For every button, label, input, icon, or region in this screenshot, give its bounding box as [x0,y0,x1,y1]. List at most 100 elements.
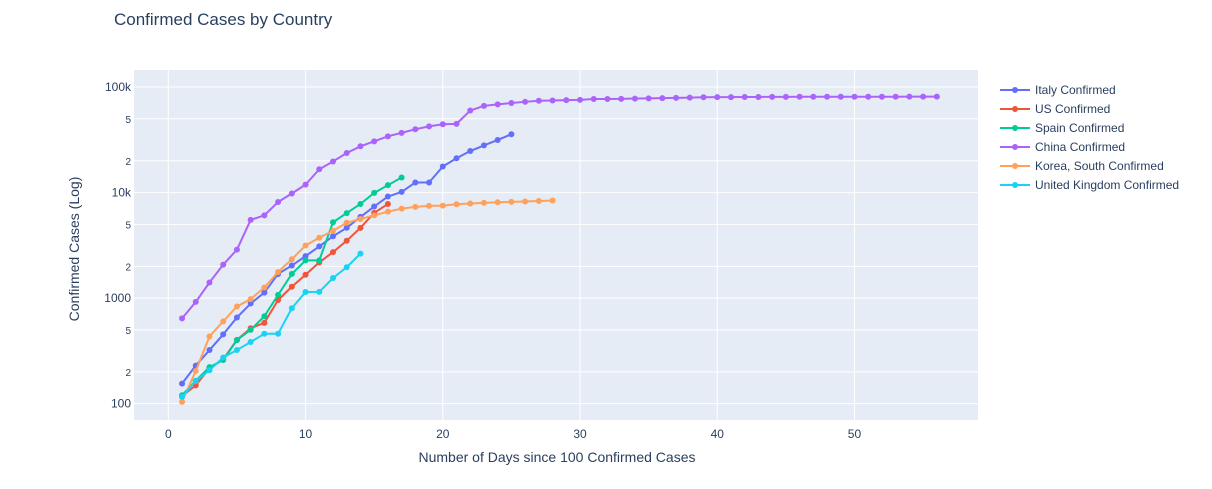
data-point [631,95,638,102]
data-point [220,261,227,268]
data-point [261,330,268,337]
data-point [755,93,762,100]
data-point [453,155,460,162]
y-minor-tick-label: 5 [125,220,131,231]
series-3 [179,93,940,322]
data-point [302,271,309,278]
data-point [494,101,501,108]
data-point [549,97,556,104]
data-point [439,121,446,128]
data-point [439,163,446,170]
data-point [302,288,309,295]
legend-marker [1012,182,1018,188]
data-point [577,96,584,103]
data-point [645,95,652,102]
data-point [590,96,597,103]
data-point [439,202,446,209]
data-point [371,203,378,210]
legend-marker [1012,144,1018,150]
data-point [700,94,707,101]
data-point [316,288,323,295]
data-point [494,199,501,206]
data-point [233,337,240,344]
data-point [782,93,789,100]
legend-item[interactable]: Italy Confirmed [1000,83,1116,97]
data-point [741,94,748,101]
data-point [329,249,336,256]
data-point [329,219,336,226]
data-point [302,181,309,188]
data-point [604,95,611,102]
data-point [288,190,295,197]
data-point [535,198,542,205]
legend-item[interactable]: Korea, South Confirmed [1000,159,1164,173]
y-minor-tick-label: 2 [125,157,131,168]
series-layer [179,93,940,405]
legend-marker [1012,87,1018,93]
data-point [673,94,680,101]
data-point [494,136,501,143]
data-point [371,212,378,219]
legend-item[interactable]: Spain Confirmed [1000,121,1124,135]
data-point [247,326,254,333]
data-point [329,233,336,240]
x-axis-ticks: 0 10 20 30 40 50 [165,427,862,441]
y-minor-tick-label: 2 [125,368,131,379]
grid [134,70,978,420]
data-point [343,224,350,231]
x-tick-label: 20 [436,427,450,441]
data-point [851,93,858,100]
legend-marker [1012,106,1018,112]
data-point [384,208,391,215]
data-point [261,319,268,326]
data-point [398,205,405,212]
series-5 [179,250,364,400]
data-point [371,138,378,145]
data-point [480,142,487,149]
data-point [920,93,927,100]
legend-label: Italy Confirmed [1035,83,1116,97]
data-point [508,198,515,205]
data-point [302,242,309,249]
data-point [179,393,186,400]
data-point [357,250,364,257]
data-point [480,102,487,109]
data-point [508,131,515,138]
y-minor-tick-label: 5 [125,326,131,337]
data-point [261,284,268,291]
data-point [453,201,460,208]
legend-item[interactable]: US Confirmed [1000,102,1110,116]
series-line [181,252,362,398]
data-point [247,296,254,303]
data-point [384,133,391,140]
data-point [288,305,295,312]
data-point [837,93,844,100]
legend-label: China Confirmed [1035,140,1125,154]
data-point [480,199,487,206]
data-point [261,313,268,320]
data-point [714,94,721,101]
data-point [275,269,282,276]
data-point [220,331,227,338]
data-point [384,182,391,189]
data-point [412,126,419,133]
legend-item[interactable]: China Confirmed [1000,140,1125,154]
data-point [824,93,831,100]
data-point [275,330,282,337]
data-point [343,237,350,244]
legend-item[interactable]: United Kingdom Confirmed [1000,178,1179,192]
data-point [810,93,817,100]
data-point [426,179,433,186]
data-point [316,166,323,173]
data-point [398,129,405,136]
y-tick-label: 100k [105,80,132,94]
data-point [467,200,474,207]
data-point [247,216,254,223]
data-point [179,380,186,387]
data-point [384,193,391,200]
legend-marker [1012,125,1018,131]
data-point [288,270,295,277]
data-point [247,300,254,307]
data-point [206,279,213,286]
